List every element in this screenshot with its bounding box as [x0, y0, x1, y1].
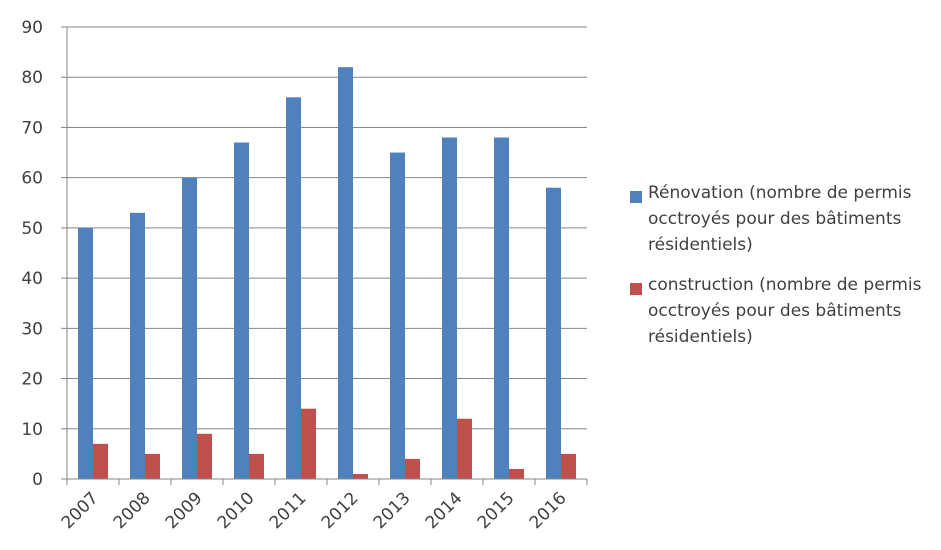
x-tick-label: 2014 — [422, 488, 467, 533]
y-tick-label: 80 — [21, 68, 43, 88]
y-axis-tick-labels: 0 10 20 30 40 50 60 70 80 90 — [21, 18, 43, 490]
y-tick-label: 0 — [32, 470, 43, 490]
bar-construction-2012 — [353, 473, 368, 479]
legend-label-construction: construction (nombre de permis occtroyés… — [648, 275, 922, 347]
y-tick-label: 90 — [21, 18, 43, 38]
x-tick-label: 2015 — [474, 488, 519, 533]
x-tick-label: 2012 — [318, 488, 363, 533]
y-tick-label: 50 — [21, 219, 43, 239]
x-tick-label: 2009 — [162, 488, 207, 533]
bar-renovation-2009 — [182, 177, 197, 479]
y-tick-label: 20 — [21, 370, 43, 390]
bar-construction-2010 — [249, 453, 264, 479]
y-tick-label: 10 — [21, 420, 43, 440]
bar-renovation-2008 — [130, 212, 145, 480]
legend-item-renovation: Rénovation (nombre de permis occtroyés p… — [622, 180, 940, 258]
bar-renovation-2013 — [390, 152, 405, 480]
bar-construction-2008 — [145, 453, 160, 479]
bar-renovation-2016 — [546, 187, 561, 479]
legend-item-construction: construction (nombre de permis occtroyés… — [622, 272, 940, 350]
x-tick-label: 2016 — [526, 488, 571, 533]
y-tick-label: 60 — [21, 169, 43, 189]
legend-label-renovation: Rénovation (nombre de permis occtroyés p… — [648, 183, 912, 255]
bar-construction-2011 — [301, 408, 316, 479]
bar-renovation-2015 — [494, 137, 509, 479]
y-tick-label: 30 — [21, 319, 43, 339]
bar-construction-2016 — [561, 453, 576, 479]
y-tick-label: 70 — [21, 118, 43, 138]
bar-renovation-2011 — [286, 97, 301, 480]
bar-renovation-2012 — [338, 67, 353, 479]
legend: Rénovation (nombre de permis occtroyés p… — [622, 180, 940, 364]
x-tick-label: 2010 — [214, 488, 259, 533]
bar-renovation-2014 — [442, 137, 457, 479]
y-tick-label: 40 — [21, 269, 43, 289]
x-tick-label: 2007 — [58, 488, 103, 533]
x-tick-label: 2013 — [370, 488, 415, 533]
bar-construction-2007 — [93, 443, 108, 479]
bar-construction-2013 — [405, 458, 420, 479]
legend-swatch-construction — [630, 283, 642, 295]
bar-renovation-2007 — [78, 227, 93, 479]
bars — [78, 67, 576, 480]
x-tick-label: 2011 — [266, 488, 311, 533]
axes — [66, 27, 588, 485]
bar-construction-2015 — [509, 468, 524, 479]
bar-construction-2009 — [197, 433, 212, 479]
x-axis-tick-labels: 2007 2008 2009 2010 2011 2012 2013 2014 2015 2016 — [58, 488, 571, 533]
bar-construction-2014 — [457, 418, 472, 479]
bar-renovation-2010 — [234, 142, 249, 479]
legend-swatch-renovation — [630, 191, 642, 203]
x-tick-label: 2008 — [110, 488, 155, 533]
